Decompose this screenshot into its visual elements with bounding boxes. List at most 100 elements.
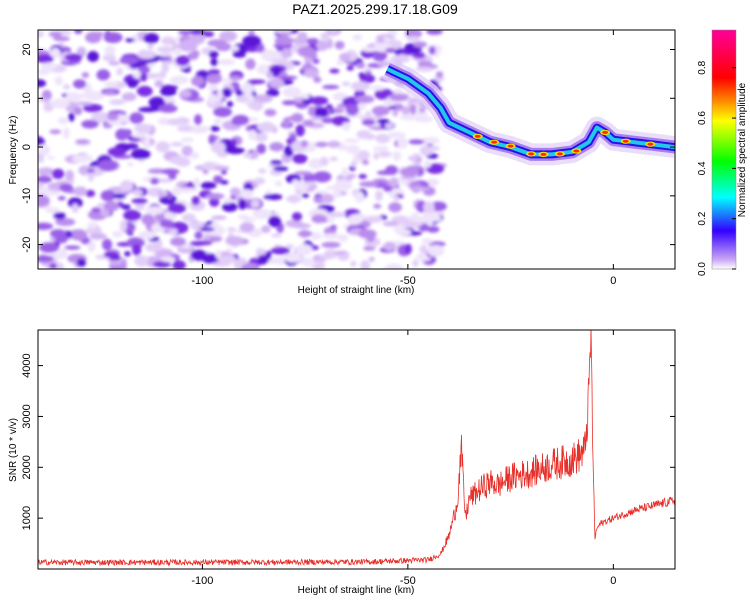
noise-blob: [145, 242, 163, 253]
noise-blob: [132, 243, 142, 256]
noise-blob: [102, 54, 117, 62]
noise-blob: [160, 86, 177, 97]
noise-blob: [376, 170, 394, 175]
noise-blob: [360, 260, 371, 269]
noise-blob: [274, 36, 294, 46]
noise-blob: [107, 113, 119, 121]
noise-blob: [50, 98, 70, 109]
noise-blob: [115, 128, 129, 141]
noise-blob: [421, 238, 433, 245]
noise-blob: [57, 196, 66, 201]
noise-blob: [107, 147, 127, 157]
noise-blob: [138, 230, 156, 240]
noise-blob: [337, 234, 349, 242]
noise-blob: [73, 79, 87, 89]
noise-blob: [126, 78, 138, 88]
noise-blob: [164, 97, 174, 103]
signal-peak-core: [556, 152, 563, 156]
noise-blob: [68, 112, 75, 122]
signal-peak-core: [622, 139, 629, 143]
noise-blob: [253, 94, 273, 103]
noise-blob: [307, 105, 316, 117]
noise-blob: [189, 33, 206, 45]
noise-blob: [85, 189, 96, 198]
noise-blob: [125, 38, 135, 43]
noise-blob: [368, 256, 375, 262]
noise-blob: [81, 119, 99, 129]
noise-blob: [87, 170, 94, 182]
noise-blob: [63, 127, 70, 140]
noise-blob: [409, 104, 417, 115]
noise-blob: [303, 173, 316, 184]
noise-blob: [230, 187, 241, 196]
noise-blob: [136, 85, 153, 97]
noise-blob: [292, 153, 308, 164]
noise-blob: [436, 71, 444, 78]
snr-series-line: [38, 330, 675, 567]
noise-blob: [38, 182, 44, 189]
y-tick-label: 0: [21, 144, 33, 150]
noise-blob: [200, 181, 217, 190]
noise-blob: [358, 229, 377, 239]
noise-blob: [120, 180, 134, 193]
noise-blob: [166, 118, 185, 126]
noise-blob: [342, 96, 360, 107]
noise-blob: [143, 33, 160, 44]
noise-blob: [298, 229, 311, 238]
noise-blob: [415, 156, 422, 165]
noise-blob: [327, 140, 341, 148]
noise-blob: [322, 84, 340, 90]
noise-blob: [103, 32, 123, 44]
x-axis-label: Height of straight line (km): [298, 585, 415, 596]
noise-blob: [271, 79, 284, 87]
noise-blob: [282, 86, 302, 98]
noise-blob: [287, 194, 300, 204]
noise-blob: [393, 195, 400, 202]
noise-blob: [38, 54, 54, 64]
noise-blob: [194, 231, 203, 240]
noise-blob: [343, 138, 360, 143]
noise-blob: [388, 177, 399, 188]
noise-blob: [219, 30, 238, 42]
noise-blob: [97, 159, 118, 172]
noise-blob: [306, 38, 320, 45]
noise-blob: [359, 74, 376, 84]
noise-blob: [225, 236, 245, 246]
noise-blob: [188, 221, 203, 228]
noise-blob: [175, 55, 190, 66]
noise-blob: [181, 145, 193, 157]
noise-blob: [38, 68, 51, 76]
noise-blob: [241, 262, 260, 269]
noise-blob: [126, 237, 145, 248]
colorbar-tick-label: 0.0: [697, 262, 708, 276]
noise-blob: [248, 30, 255, 37]
noise-blob: [388, 202, 402, 213]
noise-blob: [232, 114, 250, 126]
noise-blob: [404, 243, 412, 255]
noise-blob: [311, 214, 327, 224]
noise-blob: [247, 100, 263, 111]
noise-blob: [268, 215, 281, 228]
noise-blob: [222, 202, 238, 212]
noise-blob: [285, 244, 295, 249]
noise-blob: [310, 232, 322, 241]
noise-blob: [252, 209, 273, 219]
noise-blob: [370, 85, 386, 91]
noise-blob: [301, 93, 310, 100]
noise-blob: [243, 44, 261, 53]
noise-blob: [144, 73, 162, 79]
noise-blob: [121, 92, 137, 102]
noise-blob: [102, 238, 113, 251]
noise-blob: [377, 61, 392, 67]
noise-blob: [104, 81, 118, 88]
noise-blob: [202, 31, 215, 38]
noise-blob: [50, 47, 61, 59]
noise-blob: [147, 42, 154, 50]
noise-blob: [177, 125, 196, 132]
noise-blob: [274, 180, 283, 187]
noise-blob: [53, 212, 66, 220]
x-tick-label: -100: [191, 275, 213, 287]
noise-blob: [172, 186, 183, 196]
noise-blob: [134, 123, 153, 134]
noise-blob: [254, 132, 268, 142]
